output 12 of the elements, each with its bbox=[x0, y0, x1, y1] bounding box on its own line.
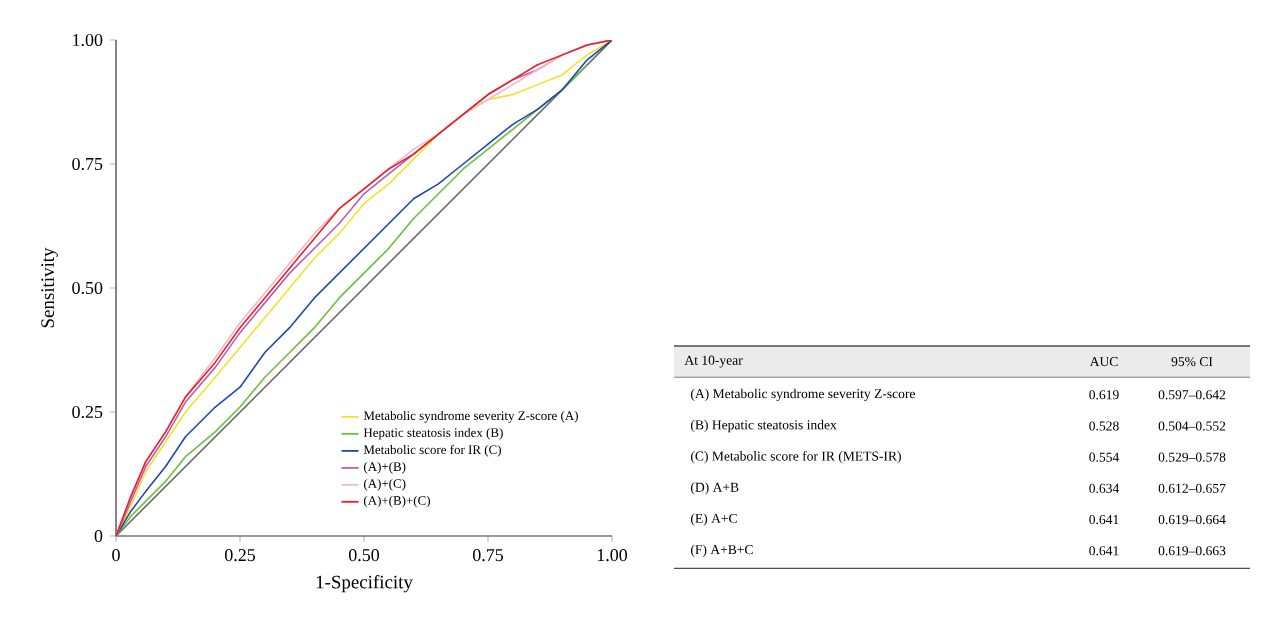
y-axis-title: Sensitivity bbox=[41, 247, 58, 328]
x-tick-label: 0 bbox=[112, 549, 120, 562]
y-tick-label: 0.50 bbox=[72, 281, 103, 295]
x-tick-label: 0.75 bbox=[473, 549, 504, 562]
y-tick-label: 0.75 bbox=[72, 157, 103, 171]
y-tick-label: 0.25 bbox=[72, 405, 103, 419]
x-tick-label: 1.00 bbox=[597, 549, 628, 562]
y-tick-label: 1.00 bbox=[73, 33, 103, 47]
x-tick-label: 0.25 bbox=[225, 549, 256, 562]
x-axis-title: 1-Specificity bbox=[316, 574, 413, 593]
x-tick-label: 0.50 bbox=[349, 549, 380, 562]
y-tick-label: 0 bbox=[94, 529, 103, 543]
